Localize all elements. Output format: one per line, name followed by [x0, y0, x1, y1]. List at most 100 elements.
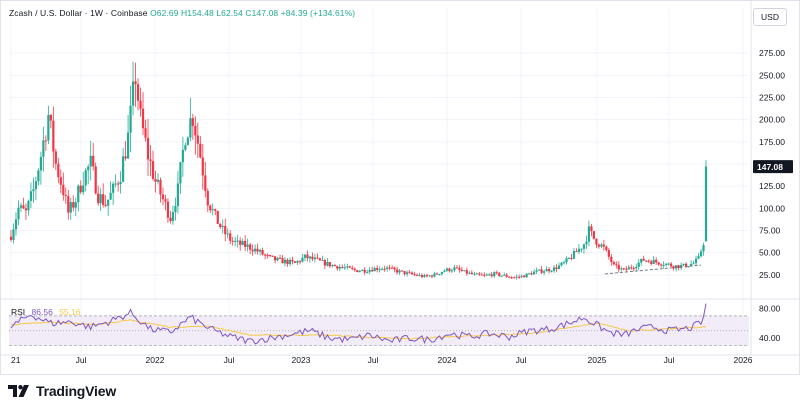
candle-body: [557, 265, 561, 269]
candle-body: [104, 204, 107, 206]
candle-body: [627, 267, 630, 270]
candle-body: [565, 258, 568, 263]
candle-body: [164, 199, 167, 202]
candle-body: [343, 267, 346, 269]
candle-body: [453, 267, 456, 271]
candle-body: [518, 276, 521, 278]
candle-body: [174, 206, 177, 213]
price-axis-label: 125.00: [759, 181, 785, 191]
candle-body: [607, 250, 610, 257]
candle-body: [278, 257, 282, 259]
chart-frame[interactable]: 25.0050.0075.00100.00125.00150.00175.002…: [0, 0, 800, 375]
candle-body: [121, 156, 125, 182]
candle-body: [131, 81, 135, 106]
price-axis-label: 200.00: [759, 115, 785, 125]
candle-body: [353, 268, 356, 271]
time-axis-label: Jul: [368, 355, 379, 365]
candle-body: [590, 226, 593, 232]
candle-body: [373, 267, 376, 272]
candle-body: [139, 100, 142, 109]
time-axis-label: Jul: [664, 355, 675, 365]
candle-body: [308, 256, 312, 259]
candle-body: [323, 259, 326, 266]
candle-body: [22, 205, 25, 209]
candle-body: [27, 200, 30, 211]
candle-body: [393, 267, 396, 270]
rsi-ma-line: [10, 319, 707, 340]
price-axis-label: 25.00: [759, 270, 781, 280]
candle-body: [47, 114, 50, 141]
candle-body: [84, 170, 87, 186]
candle-body: [112, 183, 115, 193]
candle-body: [64, 195, 67, 197]
candle-body: [54, 151, 57, 164]
chart-canvas[interactable]: 25.0050.0075.00100.00125.00150.00175.002…: [1, 1, 800, 376]
candle-body: [483, 274, 486, 276]
candle-body: [102, 194, 105, 205]
candle-body: [221, 225, 224, 228]
candle-body: [326, 262, 329, 266]
time-axis-label: 2025: [588, 355, 607, 365]
candle-body: [281, 258, 284, 264]
candle-body: [351, 267, 354, 269]
candle-body: [386, 267, 389, 269]
candle-body: [57, 163, 60, 178]
candle-body: [498, 272, 501, 276]
candle-body: [418, 275, 421, 277]
candle-body: [291, 259, 294, 262]
candle-body: [179, 162, 182, 184]
candle-body: [675, 265, 678, 269]
candle-body: [425, 275, 429, 277]
candle-body: [400, 270, 404, 272]
candle-body: [670, 263, 673, 267]
candle-body: [24, 208, 28, 211]
candle-body: [249, 244, 252, 250]
rsi-title[interactable]: RSI: [11, 307, 26, 317]
symbol-title[interactable]: Zcash / U.S. Dollar · 1W · Coinbase: [9, 8, 148, 18]
candle-body: [361, 269, 364, 272]
candle-body: [236, 240, 239, 242]
candle-body: [87, 166, 90, 171]
candle-body: [610, 256, 613, 263]
time-axis-label: 21: [11, 355, 21, 365]
candle-body: [433, 273, 436, 277]
candle-body: [635, 266, 638, 269]
candle-body: [468, 272, 471, 274]
candle-body: [82, 185, 85, 193]
candle-body: [34, 181, 38, 190]
candle-body: [435, 273, 439, 275]
rsi-value: 86.56: [31, 307, 53, 317]
currency-button[interactable]: USD: [753, 8, 787, 26]
candle-body: [381, 268, 384, 270]
candle-body: [697, 256, 700, 259]
candle-body: [423, 275, 426, 277]
brand-name: TradingView: [36, 383, 117, 399]
candle-body: [657, 262, 660, 265]
candle-body: [62, 184, 65, 196]
candle-body: [513, 277, 516, 279]
candle-body: [391, 267, 394, 269]
candle-body: [366, 271, 369, 273]
candle-body: [438, 273, 441, 275]
candle-body: [704, 166, 708, 242]
price-axis-label: 175.00: [759, 137, 785, 147]
candle-body: [660, 264, 663, 266]
candle-body: [630, 267, 633, 269]
candle-body: [535, 270, 538, 272]
candle-body: [562, 262, 566, 264]
candle-body: [271, 255, 274, 257]
candle-body: [538, 269, 541, 271]
candle-body: [69, 202, 72, 213]
candle-body: [570, 257, 573, 259]
tradingview-logo[interactable]: TradingView: [8, 383, 116, 399]
candle-body: [528, 273, 531, 275]
candle-body: [303, 254, 307, 258]
candle-body: [296, 261, 299, 263]
candle-body: [602, 244, 605, 247]
candle-body: [151, 161, 155, 179]
candle-body: [333, 265, 336, 267]
candle-body: [169, 217, 172, 221]
candle-body: [363, 269, 366, 273]
candle-body: [156, 179, 160, 182]
candle-body: [266, 255, 269, 257]
